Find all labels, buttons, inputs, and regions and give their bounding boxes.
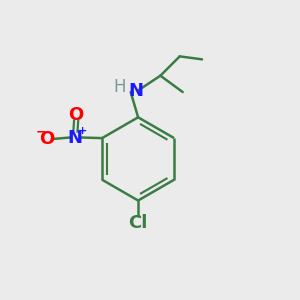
Text: O: O: [69, 106, 84, 124]
Text: +: +: [78, 126, 87, 136]
Text: −: −: [35, 125, 46, 138]
Text: H: H: [113, 78, 126, 96]
Text: Cl: Cl: [128, 214, 148, 232]
Text: O: O: [40, 130, 55, 148]
Text: N: N: [128, 82, 143, 100]
Text: N: N: [68, 128, 83, 146]
